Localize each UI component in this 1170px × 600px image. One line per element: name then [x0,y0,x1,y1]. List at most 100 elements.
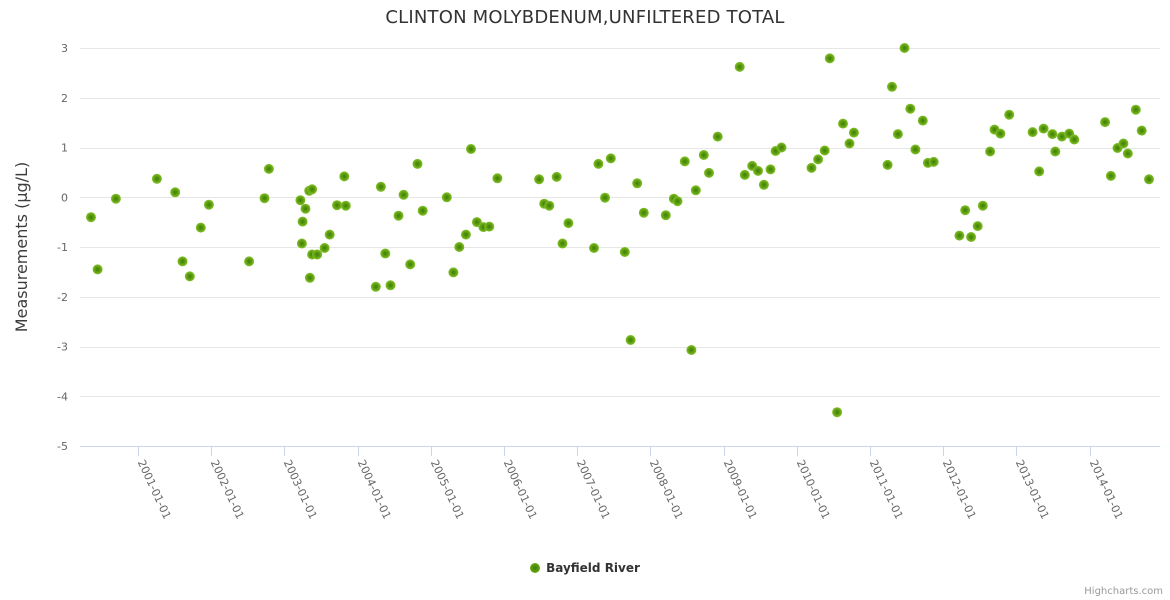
data-point[interactable] [776,142,787,153]
data-point[interactable] [753,165,763,176]
data-point[interactable] [184,271,195,282]
data-point[interactable] [806,162,817,173]
data-point[interactable] [625,335,636,345]
data-point[interactable] [593,158,604,169]
data-point[interactable] [638,207,649,218]
data-point[interactable] [824,53,835,64]
legend-item-bayfield-river[interactable]: Bayfield River [530,561,640,575]
data-point[interactable] [295,195,306,206]
data-point[interactable] [297,216,308,227]
data-point[interactable] [882,159,893,170]
data-point[interactable] [551,171,562,182]
data-point[interactable] [263,163,274,174]
data-point[interactable] [848,127,859,138]
data-point[interactable] [686,345,697,355]
data-point[interactable] [492,173,503,184]
data-point[interactable] [838,118,848,129]
data-point[interactable] [619,247,630,257]
data-point[interactable] [966,232,977,242]
data-point[interactable] [844,138,855,149]
data-point[interactable] [460,229,471,240]
data-point[interactable] [605,153,616,164]
highcharts-credit[interactable]: Highcharts.com [1084,586,1163,597]
data-point[interactable] [370,281,381,292]
data-point[interactable] [977,200,988,211]
data-point[interactable] [910,144,921,155]
data-point[interactable] [905,103,916,114]
data-point[interactable] [1122,148,1133,159]
data-point[interactable] [960,205,971,216]
data-point[interactable] [954,230,965,241]
data-point[interactable] [324,229,335,240]
data-point[interactable] [417,205,428,216]
data-point[interactable] [832,407,843,418]
data-point[interactable] [441,192,452,203]
data-point[interactable] [1118,138,1129,149]
data-point[interactable] [698,150,709,160]
data-point[interactable] [412,158,423,169]
data-point[interactable] [177,256,188,267]
data-point[interactable] [393,210,404,221]
data-point[interactable] [110,193,121,204]
data-point[interactable] [734,61,745,72]
data-point[interactable] [589,243,599,253]
data-point[interactable] [340,200,351,211]
data-point[interactable] [1004,109,1015,120]
data-point[interactable] [632,178,643,189]
data-point[interactable] [448,267,459,278]
data-point[interactable] [1038,123,1049,134]
data-point[interactable] [660,210,671,221]
data-point[interactable] [928,156,939,167]
data-point[interactable] [679,156,690,167]
data-point[interactable] [739,169,750,180]
data-point[interactable] [544,200,555,211]
data-point[interactable] [600,192,610,203]
data-point[interactable] [405,259,416,270]
data-point[interactable] [1105,170,1116,181]
data-point[interactable] [454,242,465,252]
data-point[interactable] [385,280,396,291]
data-point[interactable] [375,181,386,192]
data-point[interactable] [170,187,181,198]
data-point[interactable] [319,243,330,253]
data-point[interactable] [398,189,409,200]
data-point[interactable] [813,154,824,165]
data-point[interactable] [534,174,545,185]
data-point[interactable] [151,173,162,184]
data-point[interactable] [244,256,255,267]
data-point[interactable] [1100,117,1111,128]
data-point[interactable] [563,218,574,229]
scatter-data-points[interactable] [86,43,1154,418]
data-point[interactable] [765,164,776,175]
data-point[interactable] [1050,146,1061,157]
data-point[interactable] [1047,129,1058,140]
data-point[interactable] [484,221,495,232]
data-point[interactable] [557,238,568,249]
data-point[interactable] [332,200,342,211]
data-point[interactable] [307,184,318,195]
data-point[interactable] [704,167,714,178]
data-point[interactable] [887,81,897,92]
data-point[interactable] [296,238,307,249]
data-point[interactable] [672,196,683,207]
data-point[interactable] [1027,127,1038,138]
data-point[interactable] [380,248,391,259]
data-point[interactable] [92,264,103,275]
data-point[interactable] [712,131,723,142]
data-point[interactable] [985,146,996,157]
data-point[interactable] [899,43,910,53]
data-point[interactable] [312,249,323,260]
data-point[interactable] [972,221,983,232]
data-point[interactable] [690,185,701,196]
data-point[interactable] [86,212,96,223]
data-point[interactable] [1130,104,1141,115]
data-point[interactable] [892,129,903,140]
data-point[interactable] [195,222,206,233]
data-point[interactable] [1034,166,1045,177]
data-point[interactable] [203,199,214,210]
data-point[interactable] [1144,174,1154,185]
data-point[interactable] [466,144,476,154]
data-point[interactable] [1136,125,1147,136]
data-point[interactable] [917,115,928,126]
data-point[interactable] [758,179,769,190]
